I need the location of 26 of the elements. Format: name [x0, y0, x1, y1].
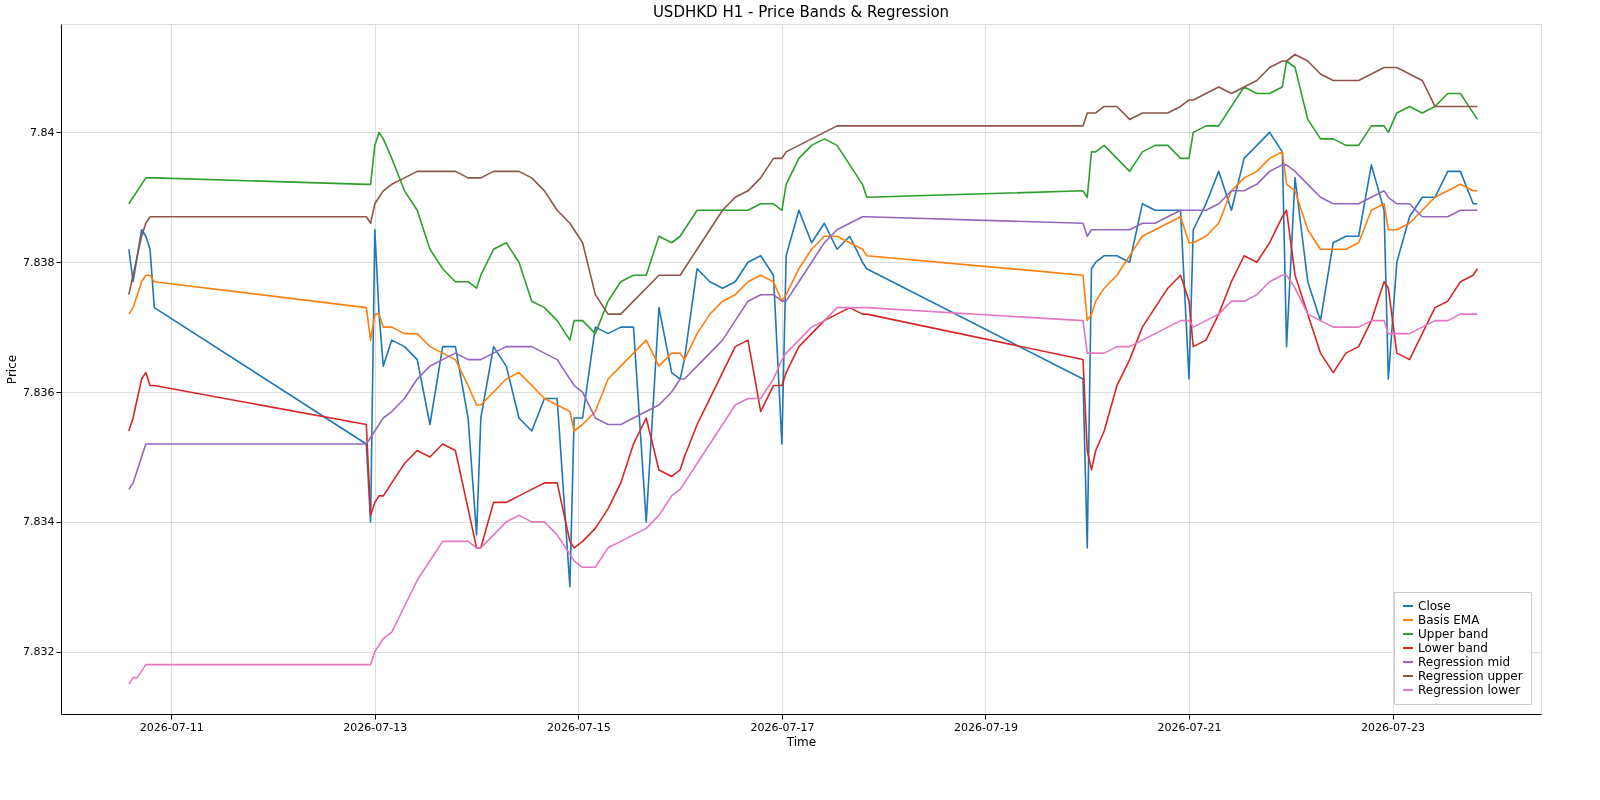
- y-tick-label: 7.836: [23, 385, 55, 399]
- legend-label: Lower band: [1418, 641, 1488, 655]
- y-axis-title: Price: [5, 354, 20, 385]
- x-tick-label: 2026-07-17: [750, 720, 815, 734]
- legend-label: Basis EMA: [1418, 613, 1481, 627]
- x-tick-label: 2026-07-11: [139, 720, 204, 734]
- y-tick-label: 7.834: [23, 515, 55, 529]
- chart-title: USDHKD H1 - Price Bands & Regression: [652, 3, 950, 21]
- y-tick-label: 7.832: [23, 645, 55, 659]
- line-series: [128, 164, 1479, 491]
- x-tick-label: 2026-07-15: [546, 720, 611, 734]
- legend-label: Close: [1418, 599, 1451, 613]
- x-tick-label: 2026-07-23: [1361, 720, 1426, 734]
- x-tick-label: 2026-07-13: [343, 720, 408, 734]
- line-series: [128, 151, 1479, 432]
- y-tick-label: 7.84: [30, 125, 55, 139]
- y-tick-label: 7.838: [23, 255, 55, 269]
- line-series: [128, 131, 1479, 588]
- x-axis-title: Time: [785, 734, 817, 749]
- x-tick-label: 2026-07-21: [1157, 720, 1222, 734]
- legend-label: Regression mid: [1418, 655, 1511, 669]
- legend-label: Upper band: [1418, 627, 1489, 641]
- legend-label: Regression lower: [1418, 683, 1521, 697]
- legend-label: Regression upper: [1418, 669, 1523, 683]
- line-series: [128, 209, 1479, 549]
- x-tick-label: 2026-07-19: [954, 720, 1018, 734]
